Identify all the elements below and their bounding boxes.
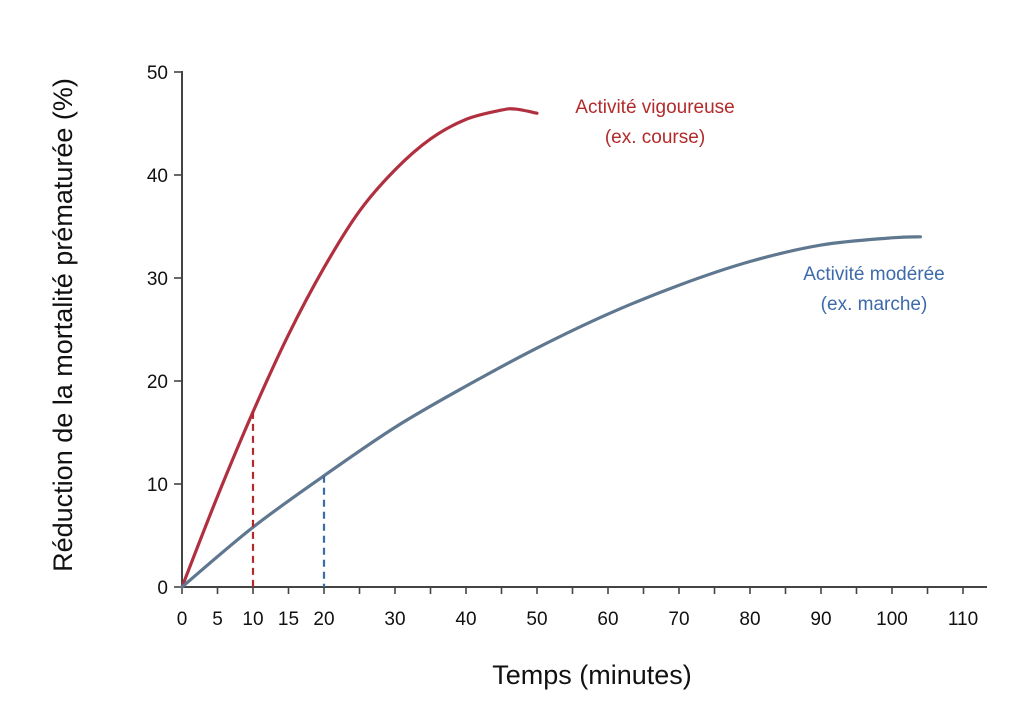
y-tick-label: 50 — [147, 63, 168, 84]
x-tick-label: 70 — [668, 609, 689, 630]
annotation-vigorous-line2: (ex. course) — [605, 127, 705, 148]
x-tick-label: 30 — [384, 609, 405, 630]
x-tick-label: 100 — [876, 609, 908, 630]
x-tick-label: 10 — [242, 609, 263, 630]
x-axis-title: Temps (minutes) — [492, 660, 692, 690]
y-axis-ticks: 0 10 20 30 40 50 — [147, 63, 182, 599]
annotation-moderate-line2: (ex. marche) — [821, 294, 928, 315]
x-tick-label: 20 — [313, 609, 334, 630]
y-tick-label: 20 — [147, 372, 168, 393]
x-tick-label: 40 — [455, 609, 476, 630]
x-tick-label: 15 — [278, 609, 299, 630]
x-tick-label: 80 — [739, 609, 760, 630]
dashed-markers — [251, 411, 326, 587]
x-tick-label: 5 — [212, 609, 223, 630]
annotation-vigorous-line1: Activité vigoureuse — [575, 97, 734, 118]
series-lines — [180, 107, 922, 589]
y-tick-label: 40 — [147, 166, 168, 187]
x-tick-label: 0 — [177, 609, 188, 630]
series-line-vigorous — [180, 107, 539, 589]
x-tick-label: 50 — [526, 609, 547, 630]
y-tick-label: 10 — [147, 475, 168, 496]
annotation-moderate-line1: Activité modérée — [803, 264, 945, 285]
y-tick-label: 0 — [157, 578, 168, 599]
y-tick-label: 30 — [147, 269, 168, 290]
y-axis-title: Réduction de la mortalité prématurée (%) — [48, 78, 78, 572]
series-line-moderate — [180, 235, 922, 589]
x-axis-ticks: 0 5 10 15 20 30 40 50 60 70 80 90 100 110 — [177, 587, 978, 630]
x-tick-label: 60 — [597, 609, 618, 630]
x-tick-label: 90 — [810, 609, 831, 630]
x-tick-label: 110 — [948, 609, 978, 630]
